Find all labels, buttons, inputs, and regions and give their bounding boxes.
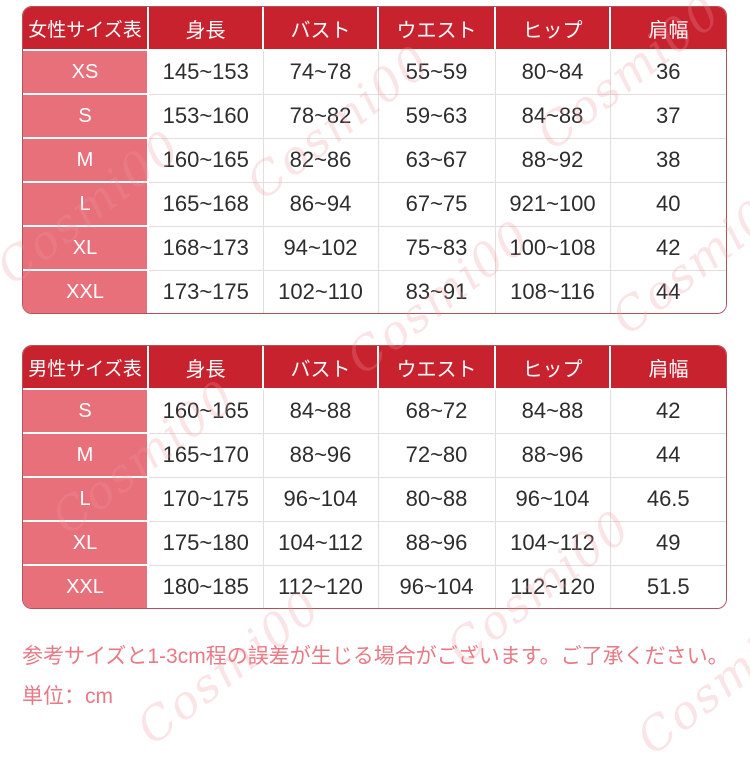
size-label-cell: S [23,94,149,139]
size-label-cell: XS [23,50,149,95]
column-header: 肩幅 [610,7,726,51]
table-row: L 170~175 96~104 80~88 96~104 46.5 [23,477,726,522]
value-cell: 173~175 [148,270,264,313]
value-cell: 84~88 [263,389,379,434]
value-cell: 82~86 [263,138,379,183]
tolerance-note: 参考サイズと1-3cm程の誤差が生じる場合がございます。ご了承ください。 [22,645,729,668]
value-cell: 68~72 [378,389,496,434]
value-cell: 108~116 [495,270,611,313]
value-cell: 88~96 [263,433,379,478]
value-cell: 44 [610,433,726,478]
value-cell: 112~120 [263,565,379,608]
column-header: バスト [263,346,379,390]
table-row: XXL 180~185 112~120 96~104 112~120 51.5 [23,565,726,608]
value-cell: 96~104 [263,477,379,522]
women-size-table: 女性サイズ表 身長 バスト ウエスト ヒップ 肩幅 XS 145~153 74~78 55~59… [22,6,727,314]
table-row: S 160~165 84~88 68~72 84~88 42 [23,389,726,434]
value-cell: 170~175 [148,477,264,522]
value-cell: 44 [610,270,726,313]
table-title: 男性サイズ表 [23,346,149,390]
value-cell: 104~112 [495,521,611,566]
value-cell: 88~92 [495,138,611,183]
size-label-cell: L [23,477,149,522]
value-cell: 36 [610,50,726,95]
table-row: XL 175~180 104~112 88~96 104~112 49 [23,521,726,566]
value-cell: 165~168 [148,182,264,227]
value-cell: 180~185 [148,565,264,608]
header-row: 男性サイズ表 身長 バスト ウエスト ヒップ 肩幅 [23,346,726,390]
value-cell: 175~180 [148,521,264,566]
value-cell: 40 [610,182,726,227]
table-title: 女性サイズ表 [23,7,149,51]
column-header: ヒップ [495,7,611,51]
size-label-cell: XXL [23,565,149,608]
value-cell: 46.5 [610,477,726,522]
value-cell: 160~165 [148,138,264,183]
value-cell: 67~75 [378,182,496,227]
table-row: S 153~160 78~82 59~63 84~88 37 [23,94,726,139]
value-cell: 51.5 [610,565,726,608]
value-cell: 102~110 [263,270,379,313]
table-row: XXL 173~175 102~110 83~91 108~116 44 [23,270,726,313]
value-cell: 49 [610,521,726,566]
value-cell: 94~102 [263,226,379,271]
value-cell: 42 [610,226,726,271]
table-row: XL 168~173 94~102 75~83 100~108 42 [23,226,726,271]
value-cell: 96~104 [495,477,611,522]
value-cell: 80~84 [495,50,611,95]
table-row: M 165~170 88~96 72~80 88~96 44 [23,433,726,478]
value-cell: 80~88 [378,477,496,522]
header-row: 女性サイズ表 身長 バスト ウエスト ヒップ 肩幅 [23,7,726,51]
table-row: XS 145~153 74~78 55~59 80~84 36 [23,50,726,95]
size-label-cell: M [23,138,149,183]
size-label-cell: XL [23,521,149,566]
column-header: ウエスト [378,346,496,390]
column-header: 肩幅 [610,346,726,390]
value-cell: 160~165 [148,389,264,434]
size-label-cell: M [23,433,149,478]
value-cell: 104~112 [263,521,379,566]
value-cell: 78~82 [263,94,379,139]
value-cell: 96~104 [378,565,496,608]
table-row: L 165~168 86~94 67~75 921~100 40 [23,182,726,227]
value-cell: 83~91 [378,270,496,313]
value-cell: 72~80 [378,433,496,478]
value-cell: 84~88 [495,94,611,139]
value-cell: 86~94 [263,182,379,227]
column-header: ウエスト [378,7,496,51]
column-header: 身長 [148,7,264,51]
value-cell: 112~120 [495,565,611,608]
size-label-cell: XL [23,226,149,271]
women-size-table-grid: 女性サイズ表 身長 バスト ウエスト ヒップ 肩幅 XS 145~153 74~78 55~59… [23,7,726,313]
value-cell: 75~83 [378,226,496,271]
column-header: バスト [263,7,379,51]
value-cell: 63~67 [378,138,496,183]
size-label-cell: S [23,389,149,434]
watermark-text: Cosmi00 [626,588,750,765]
value-cell: 37 [610,94,726,139]
value-cell: 165~170 [148,433,264,478]
value-cell: 55~59 [378,50,496,95]
value-cell: 59~63 [378,94,496,139]
value-cell: 153~160 [148,94,264,139]
value-cell: 168~173 [148,226,264,271]
men-size-table-grid: 男性サイズ表 身長 バスト ウエスト ヒップ 肩幅 S 160~165 84~88 68~72 8… [23,346,726,608]
table-row: M 160~165 82~86 63~67 88~92 38 [23,138,726,183]
value-cell: 88~96 [378,521,496,566]
column-header: 身長 [148,346,264,390]
value-cell: 100~108 [495,226,611,271]
value-cell: 42 [610,389,726,434]
value-cell: 84~88 [495,389,611,434]
column-header: ヒップ [495,346,611,390]
value-cell: 145~153 [148,50,264,95]
size-label-cell: L [23,182,149,227]
value-cell: 88~96 [495,433,611,478]
size-label-cell: XXL [23,270,149,313]
unit-note: 単位：cm [22,685,113,708]
men-size-table: 男性サイズ表 身長 バスト ウエスト ヒップ 肩幅 S 160~165 84~88 68~72 8… [22,345,727,609]
value-cell: 74~78 [263,50,379,95]
value-cell: 921~100 [495,182,611,227]
value-cell: 38 [610,138,726,183]
